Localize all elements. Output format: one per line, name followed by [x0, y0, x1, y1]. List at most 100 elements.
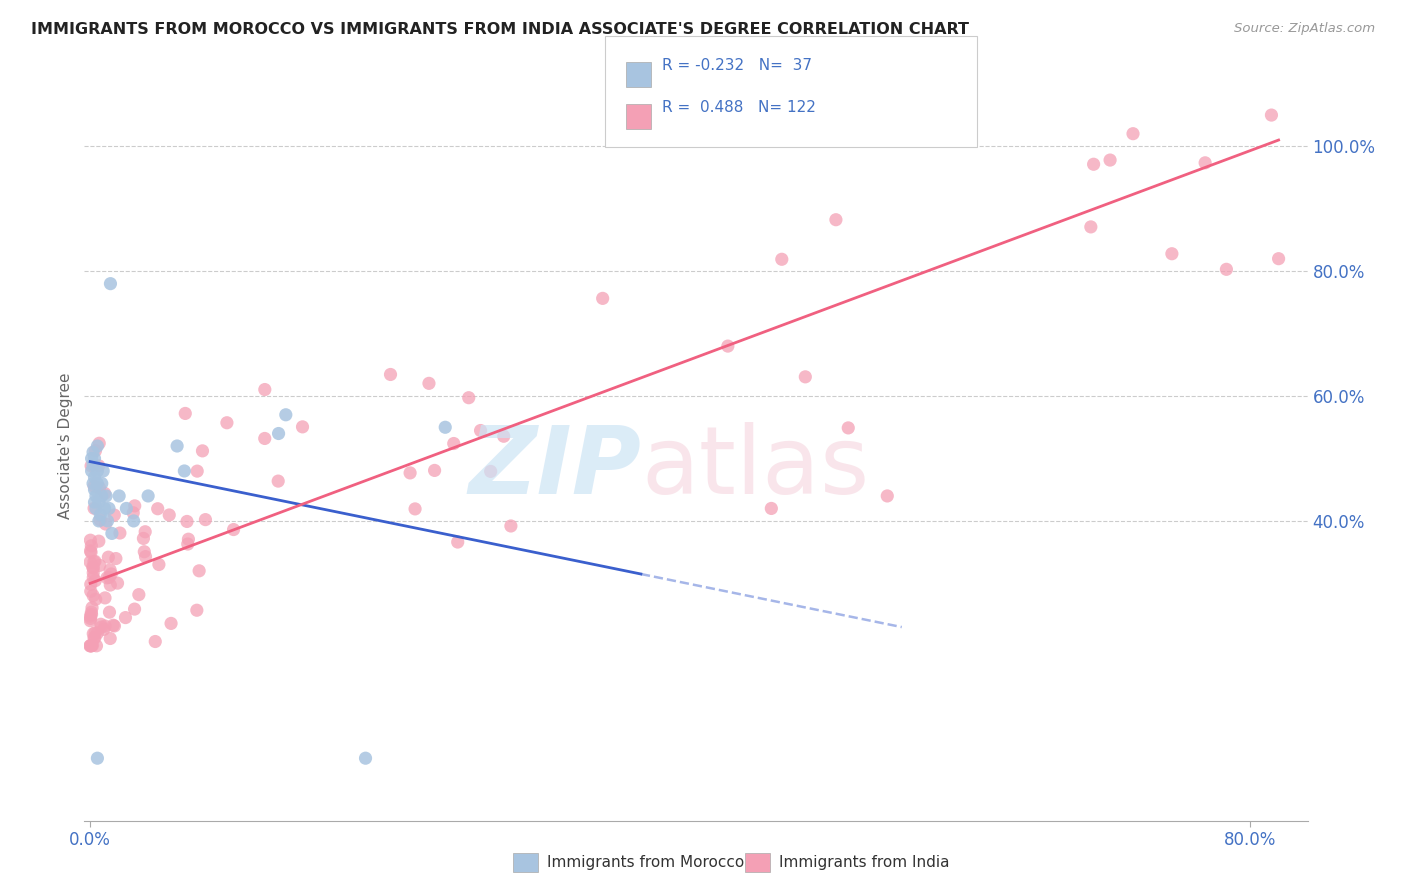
Point — [479, 464, 502, 478]
Point — [82, 560, 104, 574]
Point — [399, 466, 422, 480]
Point — [108, 526, 131, 541]
Text: ZIP: ZIP — [468, 423, 641, 515]
Point — [122, 514, 145, 528]
Point — [90, 620, 112, 634]
Point — [215, 416, 238, 430]
Point — [177, 537, 200, 551]
Point — [104, 551, 127, 566]
Point — [80, 639, 103, 653]
Point — [97, 550, 120, 565]
Point — [80, 545, 103, 559]
Point — [82, 570, 104, 584]
Point — [122, 506, 145, 520]
Point — [79, 555, 101, 569]
Point — [82, 458, 104, 472]
Point — [80, 451, 103, 466]
Point — [82, 445, 104, 459]
Point — [1160, 246, 1182, 260]
Point — [80, 584, 103, 599]
Point — [146, 501, 169, 516]
Point — [83, 483, 105, 497]
Point — [84, 625, 107, 640]
Point — [124, 602, 146, 616]
Text: IMMIGRANTS FROM MOROCCO VS IMMIGRANTS FROM INDIA ASSOCIATE'S DEGREE CORRELATION : IMMIGRANTS FROM MOROCCO VS IMMIGRANTS FR… — [31, 22, 969, 37]
Text: atlas: atlas — [641, 423, 869, 515]
Point — [87, 534, 110, 549]
Point — [83, 451, 105, 466]
Point — [418, 376, 440, 391]
Point — [79, 609, 101, 624]
Point — [148, 558, 170, 572]
Point — [90, 617, 112, 632]
Point — [89, 481, 111, 495]
Point — [267, 474, 290, 488]
Point — [83, 495, 105, 509]
Point — [86, 464, 108, 478]
Point — [80, 605, 103, 619]
Point — [443, 436, 465, 450]
Point — [1099, 153, 1122, 167]
Point — [80, 458, 103, 473]
Point — [79, 639, 101, 653]
Point — [83, 555, 105, 569]
Point — [84, 501, 107, 516]
Point — [101, 526, 124, 541]
Point — [93, 501, 115, 516]
Point — [837, 421, 859, 435]
Point — [80, 464, 103, 478]
Point — [186, 603, 208, 617]
Point — [86, 751, 108, 765]
Point — [761, 501, 783, 516]
Point — [93, 486, 115, 500]
Point — [94, 619, 117, 633]
Point — [87, 458, 110, 473]
Point — [157, 508, 180, 522]
Point — [173, 464, 195, 478]
Point — [94, 516, 117, 531]
Point — [128, 588, 150, 602]
Text: Immigrants from Morocco: Immigrants from Morocco — [547, 855, 744, 870]
Point — [82, 476, 104, 491]
Point — [80, 539, 103, 553]
Point — [93, 623, 115, 637]
Point — [103, 619, 125, 633]
Point — [115, 501, 138, 516]
Point — [194, 513, 217, 527]
Text: Source: ZipAtlas.com: Source: ZipAtlas.com — [1234, 22, 1375, 36]
Point — [267, 426, 290, 441]
Point — [98, 563, 121, 577]
Point — [98, 501, 121, 516]
Point — [134, 524, 156, 539]
Point — [100, 277, 122, 291]
Point — [1083, 157, 1105, 171]
Point — [82, 561, 104, 575]
Point — [83, 470, 105, 484]
Point — [80, 577, 103, 591]
Point — [84, 574, 107, 588]
Point — [86, 626, 108, 640]
Point — [1194, 156, 1216, 170]
Point — [83, 501, 105, 516]
Point — [86, 476, 108, 491]
Point — [176, 515, 198, 529]
Point — [188, 564, 211, 578]
Point — [91, 464, 114, 478]
Point — [143, 634, 166, 648]
Point — [1122, 127, 1144, 141]
Point — [82, 626, 104, 640]
Point — [166, 439, 188, 453]
Point — [83, 631, 105, 645]
Point — [470, 424, 492, 438]
Point — [80, 639, 103, 653]
Point — [83, 479, 105, 493]
Point — [79, 614, 101, 628]
Point — [191, 443, 214, 458]
Point — [253, 383, 276, 397]
Point — [1267, 252, 1289, 266]
Point — [82, 638, 104, 652]
Point — [124, 499, 146, 513]
Point — [354, 751, 377, 765]
Point — [82, 566, 104, 580]
Point — [98, 570, 121, 584]
